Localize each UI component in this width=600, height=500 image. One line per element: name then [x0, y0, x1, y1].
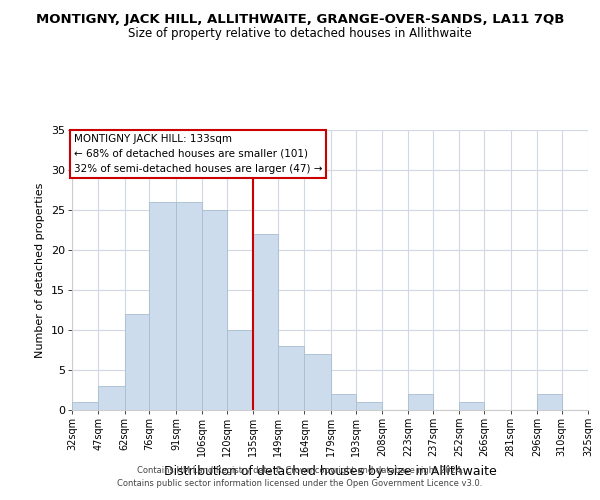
Bar: [176, 202, 202, 410]
Text: MONTIGNY, JACK HILL, ALLITHWAITE, GRANGE-OVER-SANDS, LA11 7QB: MONTIGNY, JACK HILL, ALLITHWAITE, GRANGE…: [36, 12, 564, 26]
Bar: [331, 394, 356, 410]
Bar: [253, 234, 278, 410]
Bar: [98, 386, 125, 410]
Text: Size of property relative to detached houses in Allithwaite: Size of property relative to detached ho…: [128, 28, 472, 40]
Bar: [202, 210, 227, 410]
Bar: [278, 346, 304, 410]
Bar: [460, 402, 484, 410]
Bar: [149, 202, 176, 410]
Bar: [227, 330, 253, 410]
Bar: [125, 314, 149, 410]
Bar: [409, 394, 433, 410]
Bar: [304, 354, 331, 410]
Bar: [72, 402, 98, 410]
Text: Contains HM Land Registry data © Crown copyright and database right 2024.
Contai: Contains HM Land Registry data © Crown c…: [118, 466, 482, 487]
Bar: [356, 402, 382, 410]
Text: MONTIGNY JACK HILL: 133sqm
← 68% of detached houses are smaller (101)
32% of sem: MONTIGNY JACK HILL: 133sqm ← 68% of deta…: [74, 134, 322, 173]
X-axis label: Distribution of detached houses by size in Allithwaite: Distribution of detached houses by size …: [164, 465, 496, 478]
Bar: [537, 394, 562, 410]
Y-axis label: Number of detached properties: Number of detached properties: [35, 182, 46, 358]
